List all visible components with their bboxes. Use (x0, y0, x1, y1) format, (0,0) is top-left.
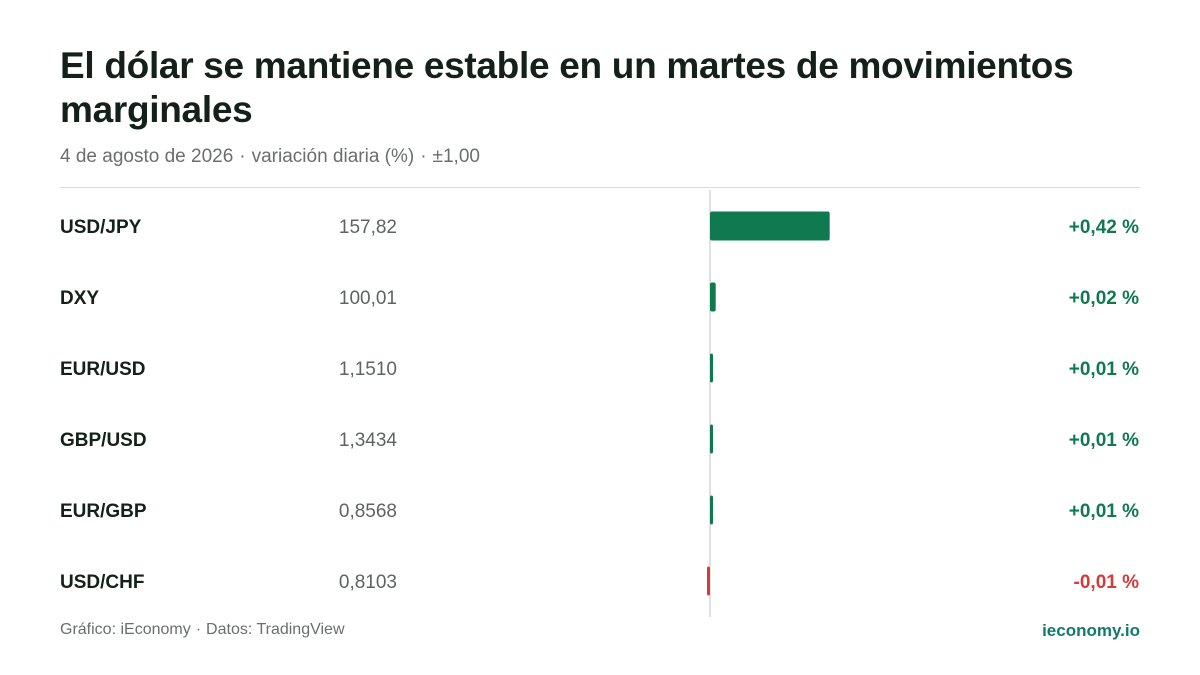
category-label: DXY (60, 288, 99, 309)
footer-separator: · (195, 621, 202, 638)
site-link[interactable]: ieconomy.io (1042, 621, 1140, 640)
subtitle-separator: · (239, 146, 246, 167)
subtitle-date: 4 de agosto de 2026 (60, 146, 234, 167)
bar (710, 424, 713, 454)
footer-credits: Gráfico: iEconomy · Datos: TradingView (60, 621, 345, 639)
change-label: +0,02 % (1069, 288, 1139, 309)
price-value: 0,8103 (339, 572, 397, 593)
price-value: 100,01 (339, 288, 397, 309)
chart-title: El dólar se mantiene estable en un marte… (60, 45, 1074, 130)
chart-subtitle: 4 de agosto de 2026 · variación diaria (%)… (60, 146, 480, 168)
category-label: EUR/USD (60, 359, 146, 380)
subtitle-scale: ±1,00 (432, 146, 480, 167)
chart-credit: Gráfico: iEconomy (60, 621, 191, 638)
bar (710, 495, 713, 525)
subtitle-measure: variación diaria (%) (251, 146, 415, 167)
data-credit: Datos: TradingView (206, 621, 345, 638)
change-label: +0,01 % (1069, 430, 1139, 451)
category-label: USD/CHF (60, 572, 144, 593)
bar (710, 282, 716, 312)
price-value: 1,3434 (339, 430, 398, 451)
change-label: +0,42 % (1069, 217, 1139, 238)
category-label: USD/JPY (60, 217, 142, 238)
category-label: GBP/USD (60, 430, 147, 451)
bar (710, 353, 713, 383)
category-label: EUR/GBP (60, 501, 147, 522)
price-value: 157,82 (339, 217, 397, 238)
bar (710, 211, 830, 241)
change-label: -0,01 % (1074, 572, 1140, 593)
subtitle-separator: · (420, 146, 427, 167)
price-value: 0,8568 (339, 501, 397, 522)
bar (707, 566, 710, 596)
change-label: +0,01 % (1069, 359, 1139, 380)
price-value: 1,1510 (339, 359, 397, 380)
header-divider (60, 187, 1140, 188)
change-label: +0,01 % (1069, 501, 1139, 522)
